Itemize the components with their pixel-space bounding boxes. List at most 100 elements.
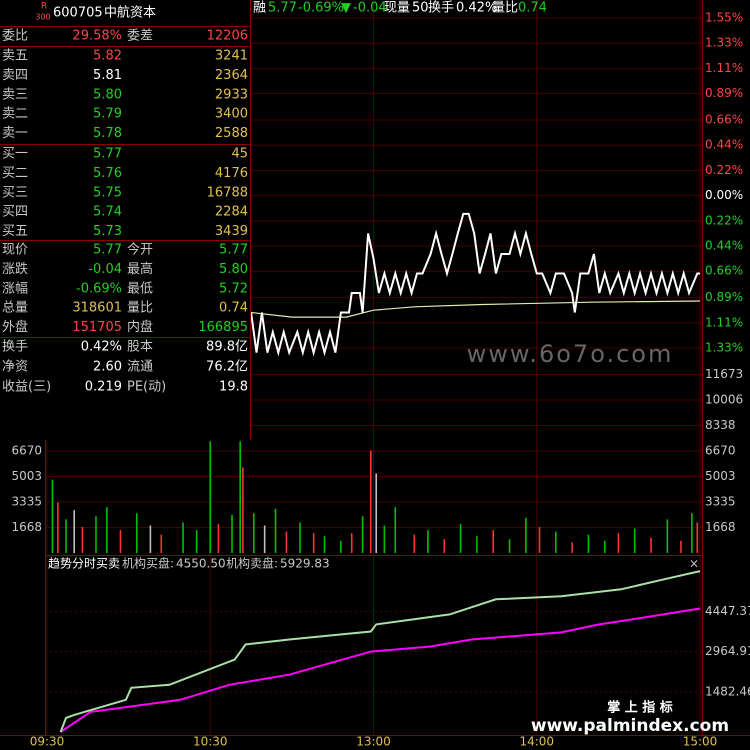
ask-volume: 2364: [215, 68, 248, 83]
fund-value: 0.219: [85, 380, 122, 395]
stat-label: 涨幅: [2, 281, 28, 296]
stat-label: 总量: [2, 301, 28, 316]
x-tick-label: 09:30: [30, 735, 65, 749]
y-tick-label: 1668: [705, 520, 736, 534]
ask-price: 5.80: [93, 87, 122, 102]
y-tick-label: 0.00%: [705, 188, 743, 202]
bid-volume: 3439: [215, 224, 248, 239]
quote-item: 换手: [428, 1, 454, 16]
fund-label: 收益(三): [2, 380, 51, 395]
stat-label: 今开: [127, 242, 153, 258]
bid-label: 买二: [2, 166, 28, 181]
y-tick-label: 1.55%: [705, 11, 743, 25]
y-tick-label: 1.11%: [705, 61, 743, 75]
bid-price: 5.74: [93, 205, 122, 220]
legend-value: 4550.50: [176, 557, 226, 571]
stat-value: 5.77: [219, 243, 248, 258]
stat-value: 151705: [72, 320, 122, 335]
y-tick-label: 0.44%: [705, 239, 743, 253]
legend-value: 5929.83: [280, 557, 330, 571]
fund-value: 76.2亿: [206, 360, 248, 375]
bid-price: 5.77: [93, 147, 122, 162]
bid-label: 买五: [2, 224, 28, 239]
ask-label: 卖四: [2, 68, 28, 83]
bid-label: 买三: [2, 185, 28, 200]
stat-label: 最高: [127, 261, 153, 277]
y-tick-label: 6670: [705, 444, 736, 458]
stat-value: 5.80: [219, 262, 248, 277]
y-tick-label: 1.11%: [705, 315, 743, 329]
stat-label: 最低: [127, 281, 153, 296]
y-tick-label: 0.89%: [705, 290, 743, 304]
ask-label: 卖五: [2, 49, 28, 64]
quote-item: 0.74: [518, 1, 547, 16]
value: 12206: [207, 29, 248, 44]
stock-code: 600705: [53, 6, 103, 21]
stat-value: 166895: [198, 320, 248, 335]
stat-value: 5.77: [93, 243, 122, 258]
bid-volume: 16788: [207, 185, 248, 200]
fund-value: 19.8: [219, 380, 248, 395]
fund-label: 净资: [2, 360, 28, 375]
bid-label: 买一: [2, 147, 28, 162]
fund-value: 89.8亿: [206, 340, 248, 355]
y-tick-label: 1482.46: [705, 684, 750, 698]
indicator-line: [59, 570, 701, 733]
y-tick-label: 0.22%: [705, 213, 743, 227]
stat-label: 内盘: [127, 319, 153, 335]
y-tick-label: 1.33%: [705, 341, 743, 355]
ask-volume: 2588: [215, 126, 248, 141]
y-tick-label: 8338: [705, 418, 736, 432]
arrow: ▼: [341, 1, 351, 16]
x-tick-label: 15:00: [683, 735, 718, 749]
fund-label: 流通: [127, 360, 153, 375]
price: 5.77: [268, 1, 297, 16]
change-pct: -0.69%: [298, 1, 344, 16]
bid-price: 5.75: [93, 185, 122, 200]
ask-label: 卖一: [2, 126, 28, 141]
legend-name: 机构卖盘:: [226, 556, 278, 571]
y-tick-label: 6670: [11, 444, 42, 458]
y-tick-label: 3335: [705, 495, 736, 509]
stat-value: 0.74: [219, 301, 248, 316]
bid-volume: 2284: [215, 205, 248, 220]
legend-name: 机构买盘:: [122, 556, 174, 571]
y-tick-label: 0.66%: [705, 264, 743, 278]
ask-price: 5.79: [93, 107, 122, 122]
indicator-title: 趋势分时买卖: [48, 557, 120, 571]
quote-item: 现量: [384, 1, 410, 16]
prefix: 融: [253, 1, 266, 16]
bid-volume: 4176: [215, 166, 248, 181]
ask-label: 卖三: [2, 87, 28, 102]
y-tick-label: 10006: [705, 392, 743, 406]
fund-label: 股本: [127, 340, 153, 355]
marks-layer: [51, 212, 701, 733]
bid-label: 买四: [2, 205, 28, 220]
watermark: www.palmindex.com: [531, 716, 729, 736]
close-button[interactable]: ×: [689, 557, 699, 571]
label: 委比: [2, 29, 28, 44]
fund-label: PE(动): [127, 380, 166, 395]
y-tick-label: 0.89%: [705, 86, 743, 100]
y-tick-label: 1668: [11, 520, 42, 534]
x-tick-label: 10:30: [193, 735, 228, 749]
y-tick-label: 5003: [11, 469, 42, 483]
ask-price: 5.81: [93, 68, 122, 83]
ask-price: 5.82: [93, 49, 122, 64]
stat-label: 量比: [127, 301, 153, 316]
bid-volume: 45: [231, 147, 248, 162]
stat-value: -0.04: [88, 262, 122, 277]
ask-volume: 2933: [215, 87, 248, 102]
y-tick-label: 5003: [705, 469, 736, 483]
left-panel: [0, 0, 250, 440]
quote-item: 0.42%: [456, 1, 497, 16]
badge: R: [41, 2, 47, 12]
change: -0.04: [353, 1, 387, 16]
y-tick-label: 0.22%: [705, 163, 743, 177]
ask-price: 5.78: [93, 126, 122, 141]
y-tick-label: 0.66%: [705, 112, 743, 126]
stat-value: 318601: [72, 301, 122, 316]
badge-sub: 300: [35, 13, 50, 22]
